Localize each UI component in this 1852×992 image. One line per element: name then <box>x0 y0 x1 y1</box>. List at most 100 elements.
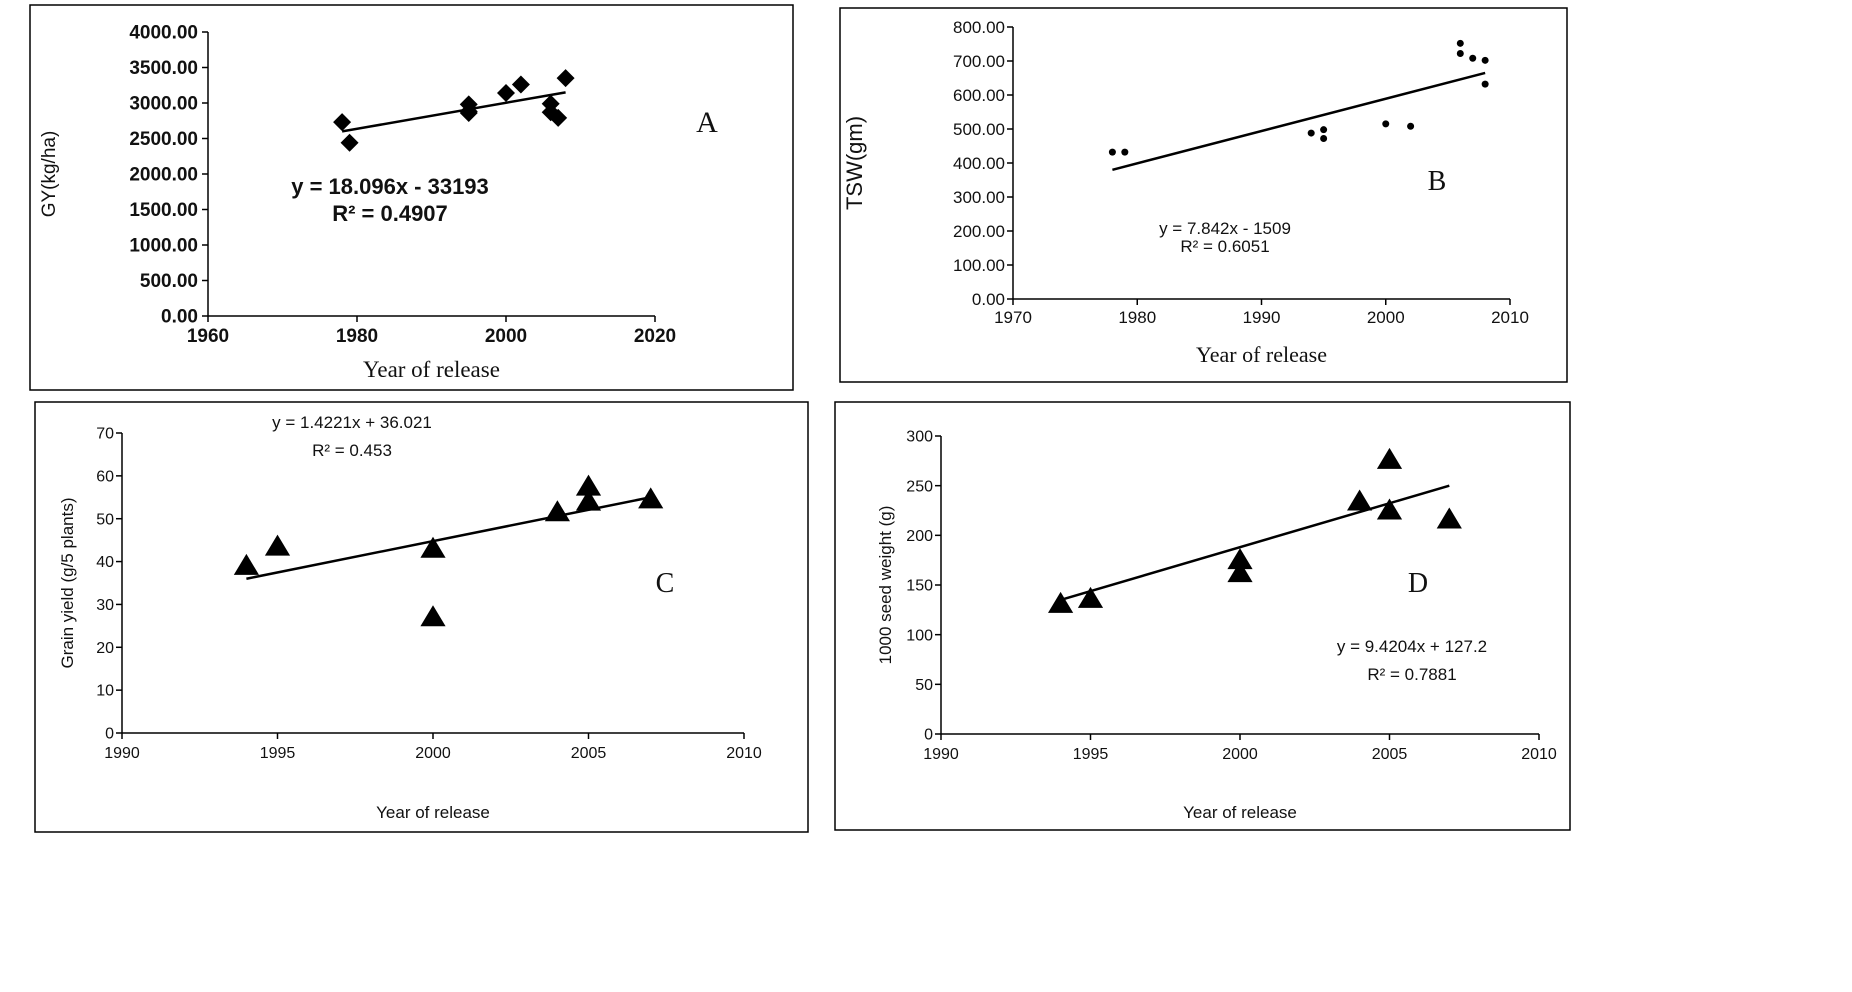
panel-d-data-point <box>1048 591 1074 613</box>
panel-a-y-tick-label: 2000.00 <box>129 165 198 186</box>
panel-c: 0 10 20 30 40 50 60 70 1990 1995 2000 2005 2010 Year … <box>34 401 809 833</box>
panel-c-data-point <box>575 489 602 511</box>
panel-c-data-point <box>264 534 291 556</box>
panel-c-trendline <box>246 496 651 580</box>
panel-a-y-tick-label: 2500.00 <box>129 129 198 150</box>
panel-c-y-tick-label: 10 <box>96 683 114 700</box>
panel-d-x-axis-label: Year of release <box>1183 803 1297 822</box>
panel-d-data-point <box>1227 548 1253 570</box>
panel-b-y-tick-label: 100.00 <box>953 256 1005 275</box>
panel-a-data-point <box>497 84 515 103</box>
panel-c-letter: C <box>656 568 675 599</box>
panel-a-y-tick-label: 500.00 <box>140 271 198 292</box>
panel-d-data-point <box>1376 447 1403 469</box>
panel-d: 0 50 100 150 200 250 300 1990 1995 2000 2005 2010 Ye… <box>834 401 1571 831</box>
panel-b-data-point <box>1307 129 1315 137</box>
panel-b-data-point <box>1469 54 1477 62</box>
panel-b-y-tick-label: 500.00 <box>953 120 1005 139</box>
panel-d-equation: y = 9.4204x + 127.2 <box>1337 637 1487 656</box>
panel-a-y-tick-label: 4000.00 <box>129 23 198 44</box>
panel-a-x-tick-label: 2000 <box>485 326 527 347</box>
panel-d-y-tick-label: 250 <box>906 478 933 495</box>
panel-d-data-point <box>1347 489 1373 511</box>
panel-d-y-tick-label: 50 <box>915 677 933 694</box>
panel-b-data-point <box>1382 120 1390 128</box>
panel-c-y-tick-label: 20 <box>96 640 114 657</box>
panel-d-r-squared: R² = 0.7881 <box>1367 665 1456 684</box>
panel-c-r-squared: R² = 0.453 <box>312 441 392 460</box>
panel-c-data-point <box>575 474 602 496</box>
panel-c-x-tick-label: 2010 <box>726 745 762 762</box>
panel-c-frame <box>34 401 809 833</box>
panel-c-x-tick-label: 2000 <box>415 745 451 762</box>
panel-b-data-point <box>1108 148 1116 156</box>
panel-d-letter: D <box>1408 568 1428 599</box>
panel-a-data-point <box>549 108 568 127</box>
panel-d-data-point <box>1376 498 1403 520</box>
panel-a-data-point <box>556 69 575 88</box>
panel-c-y-axis-label: Grain yield (g/5 plants) <box>58 497 77 668</box>
panel-d-y-tick-label: 100 <box>906 627 933 644</box>
panel-b-r-squared: R² = 0.6051 <box>1180 237 1269 256</box>
panel-c-y-tick-label: 50 <box>96 511 114 528</box>
panel-b-letter: B <box>1428 166 1447 197</box>
panel-b-equation: y = 7.842x - 1509 <box>1159 219 1291 238</box>
panel-b-y-tick-label: 200.00 <box>953 222 1005 241</box>
panel-c-x-axis-label: Year of release <box>376 803 490 822</box>
panel-a-y-axis-label: GY(kg/ha) <box>39 131 60 218</box>
panel-b-data-point <box>1121 148 1129 156</box>
panel-c-equation: y = 1.4221x + 36.021 <box>272 413 432 432</box>
panel-a-x-tick-label: 1960 <box>187 326 229 347</box>
panel-b: 0.00 100.00 200.00 300.00 400.00 500.00 600.00… <box>839 7 1568 383</box>
panel-d-y-tick-label: 200 <box>906 528 933 545</box>
panel-a: 0.00 500.00 1000.00 1500.00 2000.00 2500.00 30… <box>29 4 794 391</box>
panel-d-data-point <box>1077 586 1104 608</box>
panel-a-x-axis-label: Year of release <box>363 357 500 382</box>
panel-a-data-point <box>541 94 560 113</box>
panel-a-data-point <box>459 95 478 114</box>
panel-d-x-tick-label: 2000 <box>1222 746 1258 763</box>
panel-b-y-axis-label: TSW(gm) <box>842 116 867 210</box>
panel-a-x-tick-label: 2020 <box>634 326 676 347</box>
panel-c-y-tick-label: 40 <box>96 554 114 571</box>
panel-d-x-tick-label: 2010 <box>1521 746 1557 763</box>
panel-d-y-axis-label: 1000 seed weight (g) <box>876 506 895 665</box>
panel-d-y-tick-label: 300 <box>906 429 933 446</box>
panel-c-y-tick-label: 0 <box>105 726 114 743</box>
panel-b-y-tick-label: 700.00 <box>953 52 1005 71</box>
panel-b-y-tick-label: 300.00 <box>953 188 1005 207</box>
panel-b-data-point <box>1456 50 1464 58</box>
panel-c-data-point <box>233 553 259 575</box>
panel-c-x-tick-label: 1995 <box>260 745 296 762</box>
panel-b-x-tick-label: 1970 <box>994 308 1032 327</box>
panel-b-x-axis-label: Year of release <box>1196 342 1327 367</box>
panel-b-trendline <box>1112 71 1486 172</box>
panel-a-letter: A <box>696 106 718 139</box>
panel-d-x-tick-label: 1995 <box>1073 746 1109 763</box>
panel-a-frame <box>29 4 794 391</box>
panel-b-x-tick-label: 2010 <box>1491 308 1529 327</box>
panel-c-data-point <box>420 605 446 627</box>
panel-b-data-point <box>1320 135 1328 143</box>
panel-b-x-tick-label: 1990 <box>1243 308 1281 327</box>
panel-c-data-point <box>544 500 570 522</box>
panel-a-data-point <box>511 75 530 94</box>
panel-b-y-tick-label: 800.00 <box>953 18 1005 37</box>
panel-d-frame <box>834 401 1571 831</box>
panel-c-x-tick-label: 2005 <box>571 745 607 762</box>
panel-b-y-tick-label: 0.00 <box>972 290 1005 309</box>
panel-a-y-tick-label: 0.00 <box>161 307 198 328</box>
panel-d-data-point <box>1436 507 1462 529</box>
panel-d-data-point <box>1227 561 1253 583</box>
panel-c-y-tick-label: 30 <box>96 597 114 614</box>
panel-d-y-tick-label: 150 <box>906 578 933 595</box>
panel-c-y-tick-label: 70 <box>96 426 114 443</box>
panel-b-data-point <box>1320 126 1328 134</box>
panel-d-x-tick-label: 2005 <box>1372 746 1408 763</box>
panel-b-y-tick-label: 400.00 <box>953 154 1005 173</box>
panel-d-x-tick-label: 1990 <box>923 746 959 763</box>
panel-a-trendline <box>341 91 566 133</box>
panel-a-x-tick-label: 1980 <box>336 326 378 347</box>
panel-c-data-point <box>420 536 446 558</box>
